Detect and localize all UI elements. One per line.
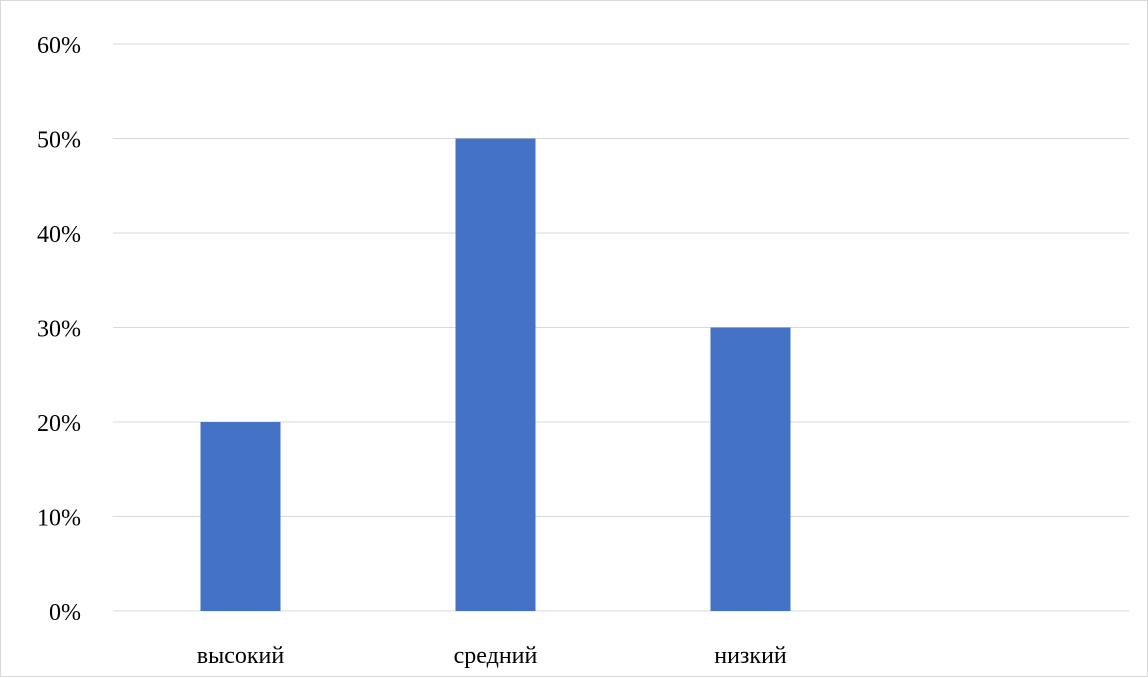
y-tick-label: 60% <box>37 33 81 59</box>
bar <box>455 138 536 611</box>
bar <box>710 327 791 611</box>
y-tick-label: 50% <box>37 128 81 154</box>
x-axis: высокий средний низкий <box>197 643 787 669</box>
y-tick-label: 30% <box>37 317 81 343</box>
y-tick-label: 0% <box>49 600 81 626</box>
y-tick-label: 20% <box>37 411 81 437</box>
y-axis: 0% 10% 20% 30% 40% 50% 60% <box>37 33 81 626</box>
y-tick-label: 40% <box>37 222 81 248</box>
x-tick-label: средний <box>454 643 538 669</box>
x-tick-label: высокий <box>197 643 285 669</box>
y-tick-label: 10% <box>37 506 81 532</box>
gridlines <box>113 43 1129 612</box>
bar <box>200 422 281 611</box>
bars <box>200 138 791 611</box>
x-tick-label: низкий <box>714 643 787 669</box>
